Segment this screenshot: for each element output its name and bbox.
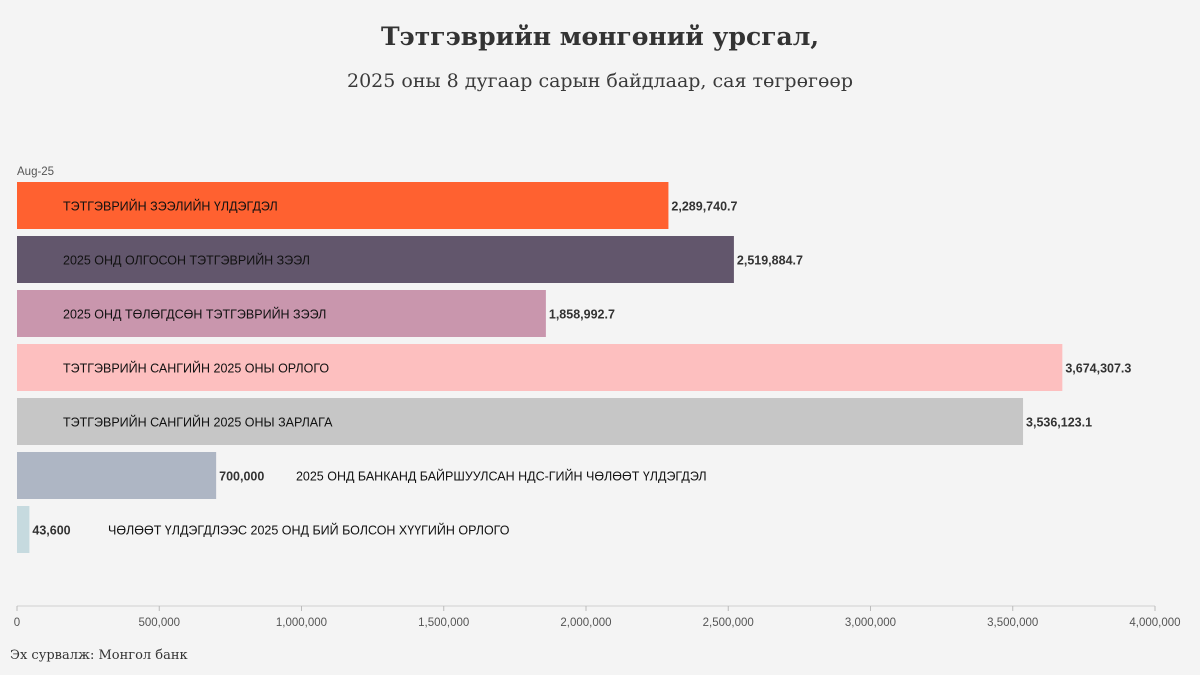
x-tick-label: 500,000	[138, 617, 180, 629]
value-label-3: 1,858,992.7	[549, 308, 615, 322]
x-tick-label: 2,500,000	[703, 617, 754, 629]
value-label-4: 3,674,307.3	[1065, 362, 1131, 376]
bar-5	[17, 398, 1024, 445]
value-label-5: 3,536,123.1	[1026, 416, 1092, 430]
x-tick-label: 1,500,000	[418, 617, 469, 629]
value-label-2: 2,519,884.7	[737, 254, 803, 268]
x-tick-label: 1,000,000	[276, 617, 327, 629]
category-label-3: 2025 ОНД ТӨЛӨГДСӨН ТЭТГЭВРИЙН ЗЭЭЛ	[63, 307, 326, 322]
bar-3	[17, 290, 546, 337]
bar-chart: Aug-25 2,289,740.7 ТЭТГЭВРИЙН ЗЭЭЛИЙН ҮЛДЭ…	[14, 166, 1181, 629]
x-tick-label: 0	[14, 617, 20, 629]
source-note: Эх сурвалж: Монгол банк	[10, 648, 188, 663]
category-label-2: 2025 ОНД ОЛГОСОН ТЭТГЭВРИЙН ЗЭЭЛ	[63, 253, 310, 268]
bar-6	[17, 452, 217, 499]
value-label-1: 2,289,740.7	[671, 200, 737, 214]
x-tick-label: 2,000,000	[560, 617, 611, 629]
x-tick-label: 3,500,000	[987, 617, 1038, 629]
chart-subtitle: 2025 оны 8 дугаар сарын байдлаар, сая тө…	[346, 70, 854, 92]
category-label-6: 2025 ОНД БАНКАНД БАЙРШУУЛСАН НДС-ГИЙН ЧӨ…	[296, 469, 707, 484]
bar-7	[17, 506, 30, 553]
bar-4	[17, 344, 1063, 391]
x-tick-label: 3,000,000	[845, 617, 896, 629]
value-label-6: 700,000	[219, 470, 264, 484]
category-label-7: ЧӨЛӨӨТ ҮЛДЭГДЛЭЭС 2025 ОНД БИЙ БОЛСОН ХҮ…	[108, 523, 510, 538]
bar-1	[17, 182, 669, 229]
category-label-4: ТЭТГЭВРИЙН САНГИЙН 2025 ОНЫ ОРЛОГО	[63, 361, 329, 376]
category-label-1: ТЭТГЭВРИЙН ЗЭЭЛИЙН ҮЛДЭГДЭЛ	[63, 199, 278, 214]
value-label-7: 43,600	[32, 524, 70, 538]
x-tick-label: 4,000,000	[1129, 617, 1180, 629]
period-label: Aug-25	[17, 166, 54, 178]
category-label-5: ТЭТГЭВРИЙН САНГИЙН 2025 ОНЫ ЗАРЛАГА	[63, 415, 333, 430]
chart-title: Тэтгэврийн мөнгөний урсгал,	[380, 22, 820, 51]
bar-2	[17, 236, 734, 283]
